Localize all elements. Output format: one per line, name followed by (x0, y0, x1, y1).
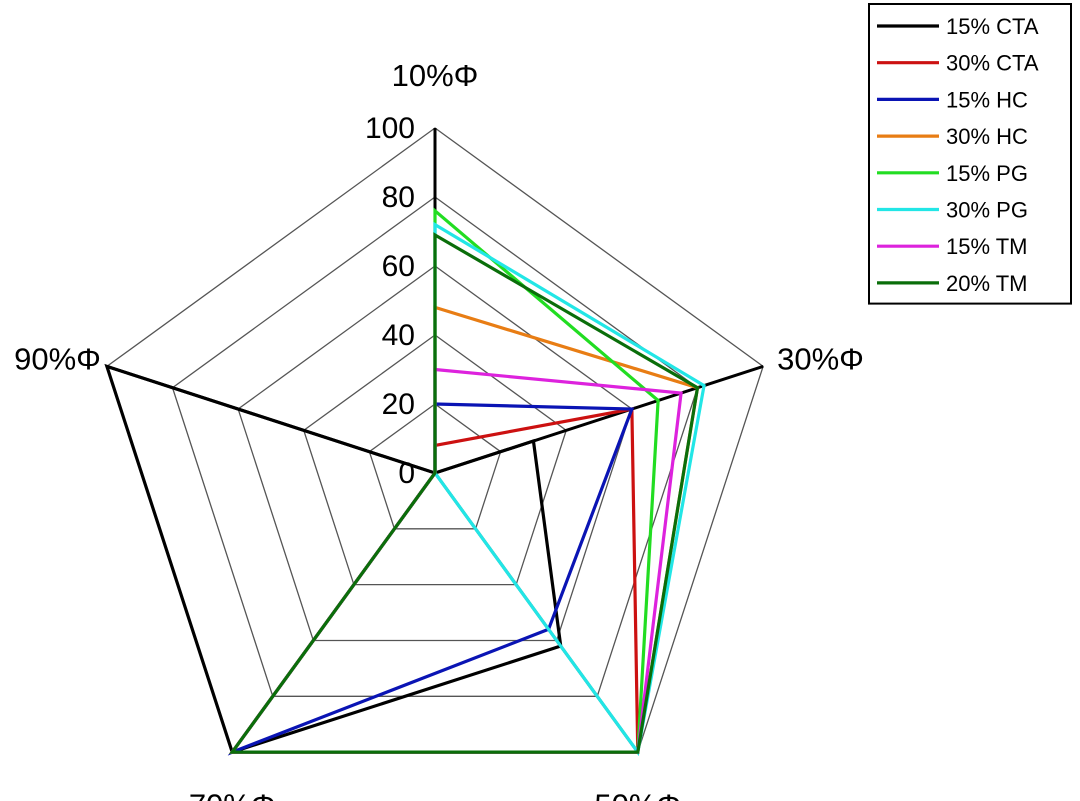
tick-label-100: 100 (365, 112, 415, 145)
grid-ring-40 (302, 334, 568, 586)
axis-label-3: 50%Φ (594, 787, 681, 801)
legend-label: 15% CTA (946, 14, 1039, 39)
axis-label-5: 90%Φ (14, 342, 101, 377)
tick-label-0: 0 (398, 457, 415, 490)
legend-box (868, 3, 1072, 305)
legend: 15% CTA 30% CTA 15% HC 30% HC 15% PG 30% PG 15… (868, 3, 1072, 305)
axis-label-4: 70%Φ (189, 787, 276, 801)
tick-label-20: 20 (382, 388, 415, 421)
legend-label: 30% PG (946, 198, 1028, 223)
legend-label: 20% TM (946, 271, 1028, 296)
axis-label-1: 10%Φ (392, 58, 479, 93)
legend-label: 15% HC (946, 87, 1028, 112)
legend-label: 15% PG (946, 161, 1028, 186)
series-15-cta (104, 363, 563, 755)
legend-label: 30% HC (946, 124, 1028, 149)
radar-series (104, 207, 706, 757)
axis-label-2: 30%Φ (777, 342, 864, 377)
tick-label-80: 80 (382, 181, 415, 214)
tick-labels: 0 20 40 60 80 100 (365, 112, 415, 490)
legend-label: 30% CTA (946, 51, 1039, 76)
tick-label-40: 40 (382, 319, 415, 352)
tick-label-60: 60 (382, 250, 415, 283)
grid-ring-20 (368, 403, 502, 530)
series-20-tm (229, 232, 700, 754)
series-15-hc (227, 402, 635, 756)
legend-label: 15% TM (946, 234, 1028, 259)
axis-labels: 10%Φ 30%Φ 50%Φ 70%Φ 90%Φ (14, 58, 864, 801)
series-15-tm (229, 367, 683, 754)
